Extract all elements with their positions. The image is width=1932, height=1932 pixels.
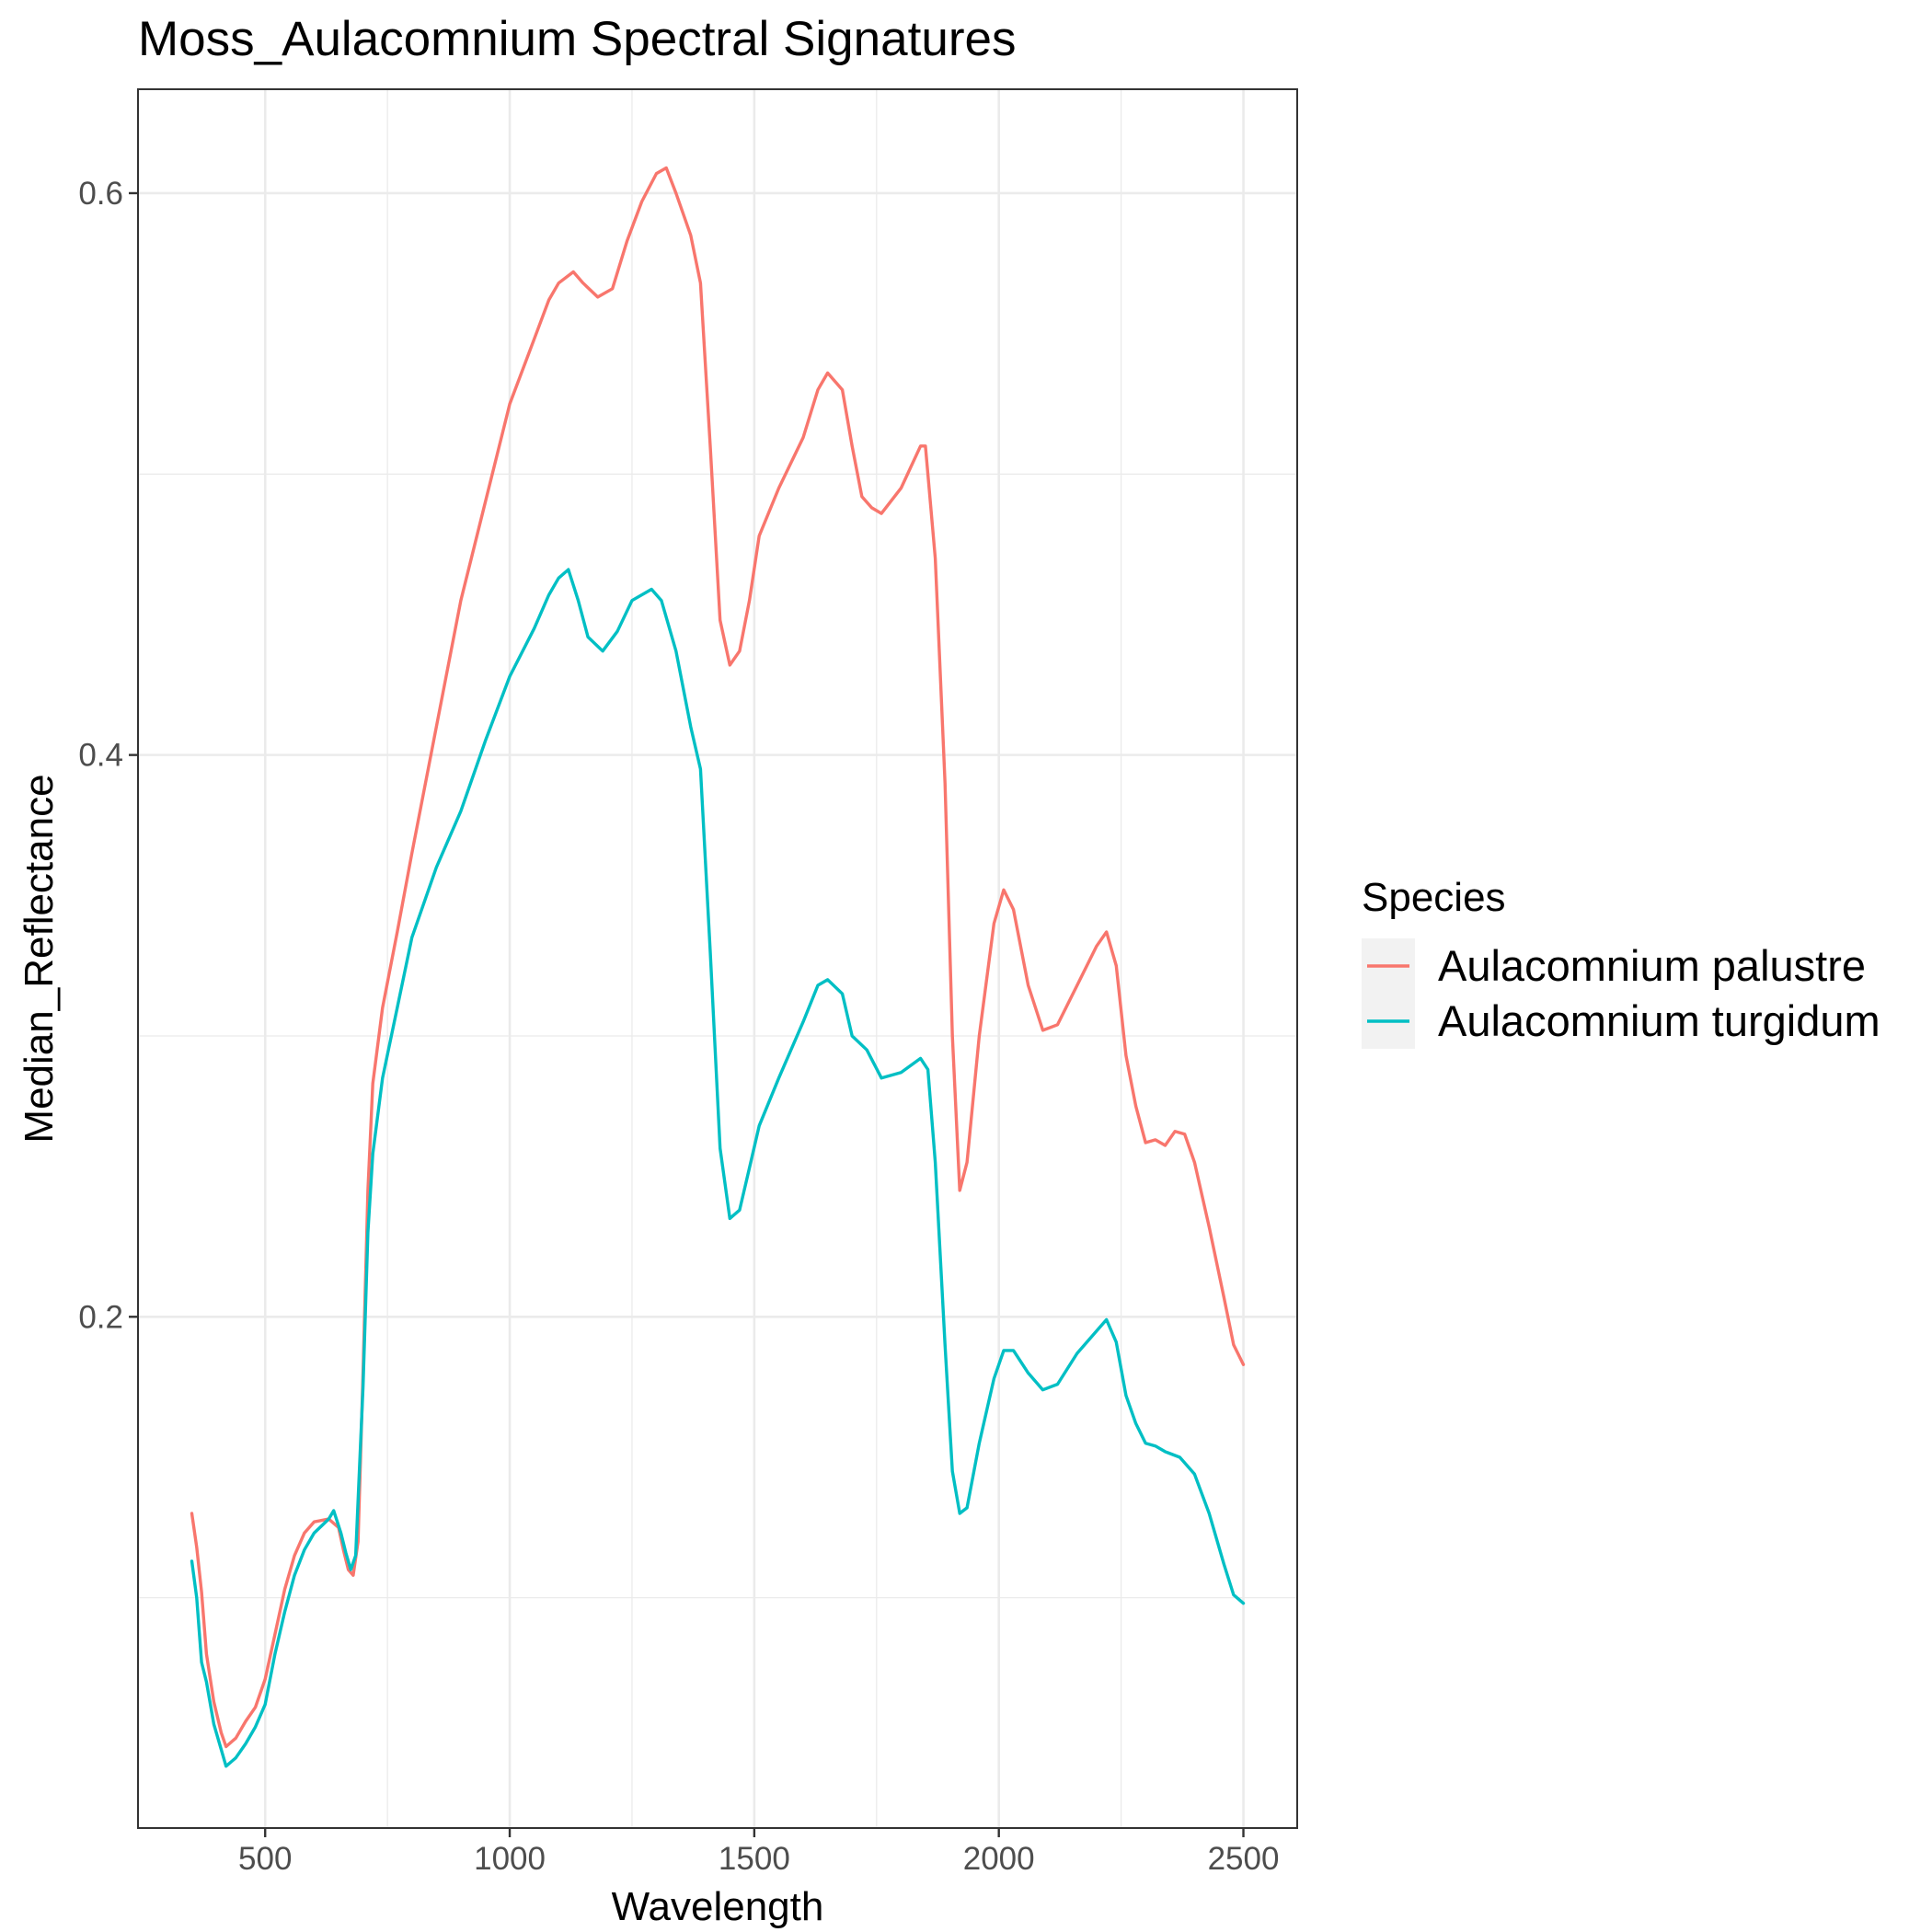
chart-title: Moss_Aulacomnium Spectral Signatures (138, 12, 1016, 66)
y-axis: 0.2 0.4 0.6 (78, 176, 138, 1335)
x-tick-label: 500 (238, 1841, 292, 1877)
legend-key-background (1362, 938, 1415, 1049)
x-tick-label: 2000 (963, 1841, 1035, 1877)
y-axis-title: Median_Reflectance (17, 774, 62, 1143)
legend-label-aulacomnium-turgidum: Aulacomnium turgidum (1438, 996, 1880, 1045)
plot-panel-border (137, 88, 1298, 1829)
x-tick-label: 1000 (474, 1841, 546, 1877)
legend-label-aulacomnium-palustre: Aulacomnium palustre (1438, 941, 1866, 990)
y-tick-label: 0.6 (78, 176, 123, 212)
series-layer (190, 166, 1246, 1768)
legend: Species Aulacomnium palustreAulacomnium … (1362, 875, 1880, 1049)
x-axis: 500 1000 1500 2000 2500 (238, 1828, 1279, 1877)
legend-items: Aulacomnium palustre Aulacomnium turgidum (1362, 938, 1880, 1049)
x-axis-title: Wavelength (612, 1884, 824, 1929)
series-line-aulacomnium-turgidum (190, 568, 1246, 1768)
y-tick-label: 0.4 (78, 738, 123, 774)
major-gridlines (138, 89, 1297, 1828)
legend-title: Species (1362, 875, 1506, 920)
plot-panel-background (138, 89, 1297, 1828)
x-tick-label: 1500 (719, 1841, 790, 1877)
plot-panel (137, 88, 1298, 1829)
y-tick-label: 0.2 (78, 1299, 123, 1335)
x-tick-label: 2500 (1208, 1841, 1280, 1877)
minor-gridlines (138, 89, 1297, 1828)
series-line-aulacomnium-palustre (190, 166, 1246, 1749)
